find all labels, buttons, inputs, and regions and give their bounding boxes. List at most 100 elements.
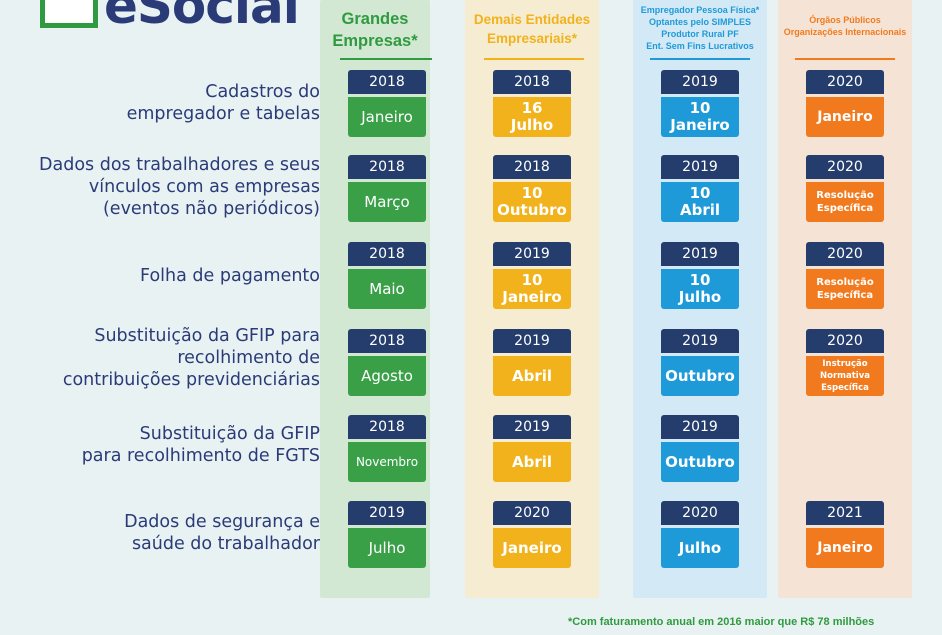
column-header-underline: [340, 58, 432, 60]
milestone-cell-demais: 2020 Janeiro: [493, 501, 571, 568]
column-header-line: Ent. Sem Fins Lucrativos: [646, 41, 754, 51]
row-label: Dados de segurança e saúde do trabalhador: [124, 511, 320, 555]
milestone-year: 2018: [493, 155, 571, 179]
milestone-year: 2018: [348, 155, 426, 179]
milestone-value: Resolução Específica: [806, 269, 884, 309]
row-label-line: contribuições previdenciárias: [62, 370, 320, 390]
milestone-value: 10 Janeiro: [661, 97, 739, 137]
row-label-line: vínculos com as empresas: [88, 177, 320, 197]
milestone-value: Agosto: [348, 356, 426, 396]
milestone-value: Novembro: [348, 442, 426, 482]
milestone-value-line: 10: [689, 184, 711, 202]
milestone-cell-publicos: 2020 Resolução Específica: [806, 242, 884, 309]
row-label-line: (eventos não periódicos): [102, 199, 320, 219]
milestone-value-line: Resolução: [816, 190, 874, 201]
milestone-value: Janeiro: [806, 97, 884, 137]
milestone-cell-grandes: 2018 Janeiro: [348, 70, 426, 137]
milestone-value-line: Abril: [511, 367, 553, 385]
milestone-value-line: Julho: [678, 539, 722, 557]
row-label: Substituição da GFIP para recolhimento de…: [63, 325, 320, 391]
milestone-cell-publicos: 2021 Janeiro: [806, 501, 884, 568]
milestone-year: 2020: [806, 242, 884, 266]
milestone-cell-demais: 2019 10 Janeiro: [493, 242, 571, 309]
column-header-line: Empresariais*: [486, 31, 578, 46]
milestone-value-line: Específica: [821, 383, 869, 393]
milestone-value: 10 Janeiro: [493, 269, 571, 309]
row-label-line: Dados de segurança e: [124, 512, 320, 532]
milestone-value-line: Abril: [679, 201, 721, 219]
column-header-grandes: Grandes Empresas*: [320, 8, 430, 52]
milestone-value: Julho: [661, 528, 739, 568]
milestone-value-line: Específica: [816, 203, 874, 214]
milestone-value-line: Julho: [510, 116, 554, 134]
row-label: Folha de pagamento: [140, 265, 320, 287]
milestone-value-line: Novembro: [355, 455, 419, 469]
milestone-cell-pf: 2019 Outubro: [661, 415, 739, 482]
column-header-demais: Demais Entidades Empresariais*: [465, 10, 599, 48]
milestone-value-line: 10: [521, 271, 543, 289]
milestone-value-line: Janeiro: [670, 116, 730, 134]
milestone-year: 2019: [661, 242, 739, 266]
milestone-value: 10 Abril: [661, 182, 739, 222]
milestone-year: 2018: [493, 70, 571, 94]
milestone-cell-grandes: 2018 Novembro: [348, 415, 426, 482]
logo-text: eSocial: [104, 0, 300, 35]
milestone-cell-publicos: 2020 Janeiro: [806, 70, 884, 137]
milestone-value-line: Resolução: [816, 277, 874, 288]
column-header-line: Grandes: [341, 10, 409, 28]
milestone-value: Janeiro: [348, 97, 426, 137]
milestone-cell-demais: 2019 Abril: [493, 329, 571, 396]
milestone-value-line: Janeiro: [361, 108, 413, 126]
milestone-year: 2020: [806, 70, 884, 94]
row-label-line: Dados dos trabalhadores e seus: [39, 155, 320, 175]
column-header-underline: [795, 58, 895, 60]
row-label-line: saúde do trabalhador: [131, 534, 320, 554]
milestone-year: 2019: [661, 415, 739, 439]
milestone-value-line: Maio: [369, 280, 405, 298]
milestone-year: 2020: [661, 501, 739, 525]
milestone-value: Abril: [493, 442, 571, 482]
milestone-value-line: Julho: [678, 288, 722, 306]
milestone-year: 2020: [806, 329, 884, 353]
milestone-value: 10 Outubro: [493, 182, 571, 222]
row-label-line: recolhimento de: [177, 348, 320, 368]
milestone-value-line: Outubro: [497, 201, 567, 219]
milestone-value: Julho: [348, 528, 426, 568]
milestone-year: 2018: [348, 415, 426, 439]
milestone-value-line: 10: [521, 184, 543, 202]
column-header-underline: [650, 58, 750, 60]
logo-box-icon: [40, 0, 98, 28]
milestone-cell-grandes: 2019 Julho: [348, 501, 426, 568]
milestone-cell-publicos: 2020 Instrução Normativa Específica: [806, 329, 884, 396]
row-label-line: Substituição da GFIP: [139, 424, 320, 444]
row-label-line: empregador e tabelas: [126, 104, 320, 124]
footnote: *Com faturamento anual em 2016 maior que…: [568, 616, 875, 628]
milestone-cell-demais: 2019 Abril: [493, 415, 571, 482]
row-label: Substituição da GFIP para recolhimento de…: [82, 423, 320, 467]
milestone-value-line: Outubro: [665, 367, 735, 385]
milestone-value-line: Março: [364, 193, 410, 211]
milestone-year: 2018: [348, 242, 426, 266]
milestone-value-line: Abril: [511, 453, 553, 471]
column-header-line: Demais Entidades: [473, 12, 591, 27]
column-header-underline: [484, 58, 584, 60]
milestone-value-line: 10: [689, 99, 711, 117]
milestone-cell-pf: 2019 10 Julho: [661, 242, 739, 309]
milestone-cell-pf: 2019 10 Abril: [661, 155, 739, 222]
milestone-value-line: 10: [689, 271, 711, 289]
milestone-year: 2019: [493, 415, 571, 439]
milestone-cell-grandes: 2018 Maio: [348, 242, 426, 309]
milestone-year: 2019: [661, 155, 739, 179]
milestone-cell-demais: 2018 16 Julho: [493, 70, 571, 137]
row-label-line: Cadastros do: [205, 82, 320, 102]
milestone-year: 2020: [806, 155, 884, 179]
milestone-cell-pf: 2020 Julho: [661, 501, 739, 568]
milestone-cell-grandes: 2018 Agosto: [348, 329, 426, 396]
milestone-value-line: Agosto: [361, 367, 413, 385]
milestone-value-line: Janeiro: [502, 288, 562, 306]
column-header-line: Organizações Internacionais: [783, 27, 907, 37]
column-header-line: Optantes pelo SIMPLES: [648, 17, 751, 27]
milestone-year: 2021: [806, 501, 884, 525]
milestone-value: Outubro: [661, 442, 739, 482]
milestone-year: 2018: [348, 329, 426, 353]
